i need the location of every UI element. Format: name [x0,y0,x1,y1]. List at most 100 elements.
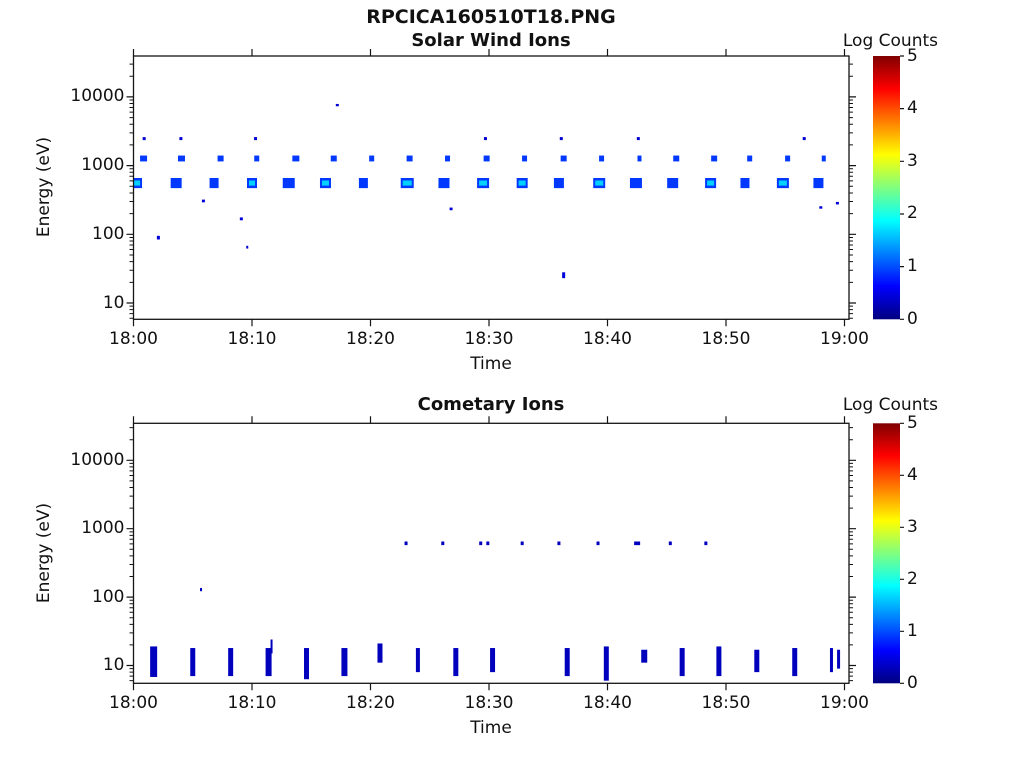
spectrogram-bin [835,201,839,205]
spectrogram-bin [377,643,383,663]
spectrogram-bin [217,155,224,162]
spectrogram-bin [560,155,567,162]
colorbar-tick-label: 0 [907,308,918,329]
spectrogram-bin-core [249,180,255,186]
spectrogram-bin-core [479,180,488,186]
panel1-data [133,103,839,279]
panel1-colorbar [873,56,900,320]
spectrogram-bin [641,649,648,663]
spectrogram-bin [673,155,680,162]
colorbar-tick-label: 4 [907,464,918,485]
x-tick-label: 18:30 [464,692,514,713]
spectrogram-bin [358,177,368,189]
spectrogram-bin-core [321,180,329,186]
spectrogram-bin [453,648,459,677]
panel2-minor-ticks [129,427,853,682]
colorbar-tick-label: 2 [907,203,918,224]
x-tick-label: 18:30 [464,328,514,349]
spectrogram-bin [553,177,564,189]
spectrogram-bin [829,648,833,673]
panel1-minor-ticks [129,63,853,319]
spectrogram-bin [557,541,561,546]
spectrogram-bin [564,648,570,677]
colorbar-tick-label: 4 [907,98,918,119]
spectrogram-bin [603,646,609,681]
spectrogram-bin [629,177,642,189]
x-tick-label: 18:00 [109,692,158,713]
spectrogram-bin [637,155,642,162]
x-tick-label: 18:40 [583,328,632,349]
spectrogram-bin [177,155,185,162]
spectrogram-bin [254,155,260,162]
spectrogram-bin [170,177,182,189]
spectrogram-bin [341,648,348,677]
panel2-title: Cometary Ions [417,394,565,415]
spectrogram-bin [679,648,685,677]
spectrogram-bin [335,103,339,107]
y-tick-label: 10 [102,655,125,675]
spectrogram-bin [486,541,490,546]
spectrogram-bin [747,155,753,162]
spectrogram-bin [520,541,524,546]
x-tick-label: 18:20 [346,328,395,349]
y-tick-label: 100 [92,586,125,607]
colorbar-tick-label: 2 [907,568,918,589]
x-tick-label: 18:20 [346,692,395,713]
x-tick-label: 19:00 [820,692,869,713]
colorbar-tick-label: 3 [907,516,918,537]
spectrogram-bin [200,587,203,592]
spectrogram-bin [711,155,718,162]
spectrogram-bin [292,155,300,162]
spectrogram-bin [785,155,791,162]
y-tick-label: 10000 [70,449,125,470]
spectrogram-bin [142,137,146,141]
spectrogram-bin [636,137,640,141]
spectrogram-bin [282,177,295,189]
spectrogram-bin [246,245,249,249]
spectrogram-bin [369,155,375,162]
spectrogram-bin [667,177,679,189]
panel2-colorbar-ticks [900,422,904,684]
spectrogram-bin [330,155,337,162]
colorbar-tick-label: 5 [907,45,918,66]
panel2-y-axis-label: Energy (eV) [34,502,54,604]
y-tick-label: 10000 [70,86,125,107]
colorbar-tick-label: 5 [907,412,918,433]
x-tick-label: 19:00 [820,328,869,349]
x-tick-label: 18:40 [583,692,632,713]
x-tick-label: 18:50 [701,692,751,713]
spectrogram-bin [837,649,841,669]
x-tick-label: 18:10 [227,328,277,349]
panel2-colorbar-title: Log Counts [842,395,938,415]
spectrogram-bin-core [134,180,141,186]
spectrogram-bin [254,137,258,141]
panel1-title: Solar Wind Ions [411,30,571,51]
panel2-major-ticks [126,416,856,691]
panel2-x-axis-label: Time [470,718,512,738]
spectrogram-bin [239,217,243,221]
spectrogram-bin [449,207,453,211]
spectrogram-bin [562,272,566,279]
spectrogram-bin [140,155,148,162]
y-tick-label: 1000 [81,155,125,176]
panel1-frame [132,55,850,320]
panel1-colorbar-title: Log Counts [842,31,938,51]
spectrogram-bin [559,137,563,141]
figure-title: RPCICA160510T18.PNG [366,6,616,28]
panel1-x-axis-label: Time [470,354,512,374]
spectrogram-bin [704,541,708,546]
colorbar-tick-label: 1 [907,620,918,641]
spectrogram-bin [716,646,722,677]
spectrogram-bin [228,648,234,677]
y-tick-label: 10 [102,292,125,313]
colorbar-tick-label: 1 [907,256,918,277]
spectrogram-bin [190,648,196,677]
spectrogram-bin [209,177,219,189]
spectrogram-bin [265,648,272,677]
spectrogram-bin [179,137,183,141]
spectrogram-bin [668,541,672,546]
spectrogram-bin [490,648,496,673]
spectrogram-bin [802,137,806,141]
spectrogram-bin-core [778,180,787,186]
